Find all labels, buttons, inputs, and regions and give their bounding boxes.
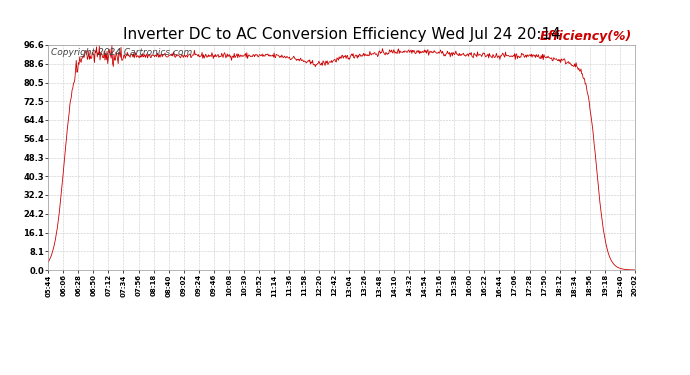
Title: Inverter DC to AC Conversion Efficiency Wed Jul 24 20:14: Inverter DC to AC Conversion Efficiency … [123, 27, 560, 42]
Text: Efficiency(%): Efficiency(%) [540, 30, 632, 43]
Text: Copyright 2024 Cartronics.com: Copyright 2024 Cartronics.com [51, 48, 193, 57]
